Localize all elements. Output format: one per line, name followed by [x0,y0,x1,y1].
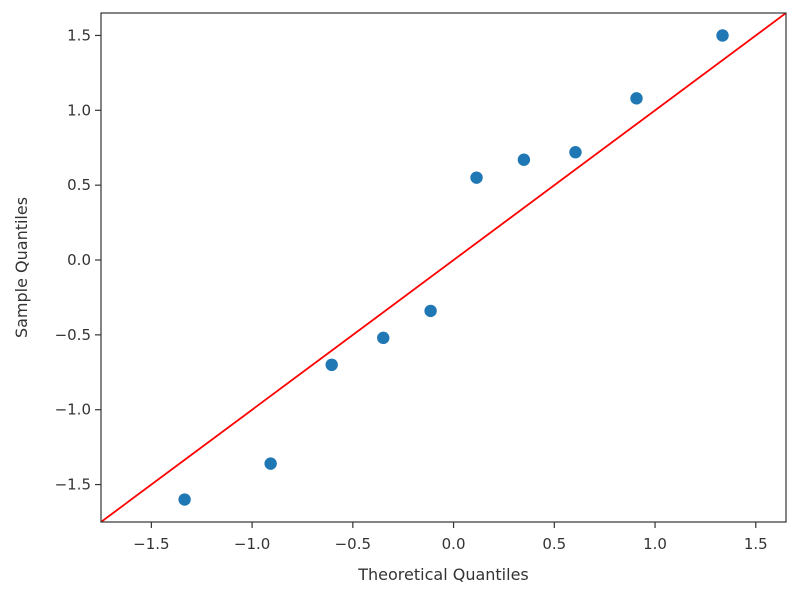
data-point [569,146,582,159]
y-tick-label: 1.5 [67,26,91,44]
x-tick-label: 1.5 [744,535,768,553]
data-point [424,304,437,318]
x-tick-label: 0.5 [542,535,566,553]
data-point [716,29,729,42]
y-tick-label: 0.0 [67,251,91,269]
x-tick-label: −1.5 [133,535,169,553]
y-tick-label: −1.5 [55,476,91,494]
data-point [264,457,277,470]
y-tick-label: 0.5 [67,176,91,194]
data-point [470,171,483,184]
reference-line [101,13,786,522]
x-tick-label: −0.5 [335,535,371,553]
data-point [517,153,531,166]
plot-area [101,13,786,522]
y-tick-label: −0.5 [55,326,91,344]
x-tick-label: −1.0 [234,535,270,553]
x-axis-label: Theoretical Quantiles [357,565,529,584]
y-tick-label: −1.0 [55,401,91,419]
plot-frame [100,12,787,523]
data-point [325,358,338,372]
y-tick-label: 1.0 [67,101,91,119]
x-tick-label: 0.0 [442,535,466,553]
data-point [178,493,191,506]
x-tick-label: 1.0 [643,535,667,553]
y-axis-label: Sample Quantiles [12,197,31,338]
axes: −1.5 −1.0 −0.5 0.0 0.5 1.0 1.5 −1.5 −1.0 −0.5 0.0 0… [55,12,787,553]
data-point [630,92,643,105]
data-point [377,331,390,345]
